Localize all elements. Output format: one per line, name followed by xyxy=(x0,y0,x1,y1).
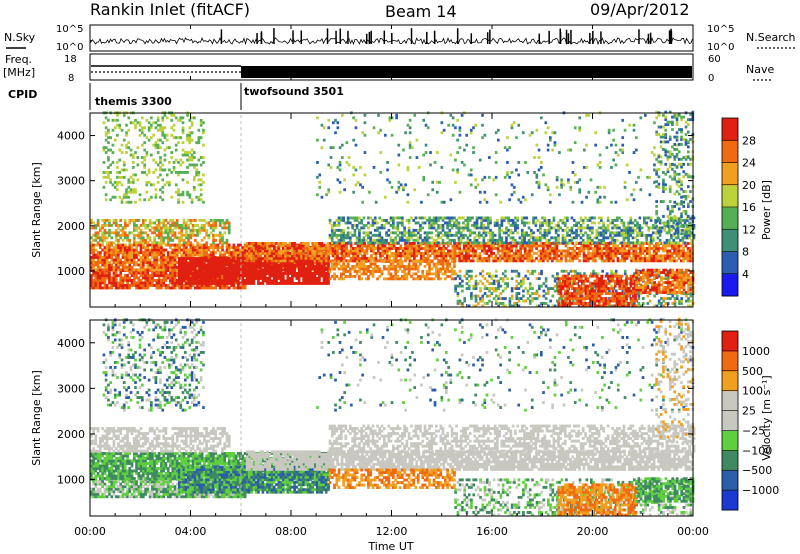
cpid-row: CPID themis 3300 twofsound 3501 xyxy=(8,83,344,110)
velocity-colorbar: 1000 500 100 25 −25 −100 −500 −1000 xyxy=(721,330,779,511)
colorbar-swatch xyxy=(722,251,738,275)
date-label: 09/Apr/2012 xyxy=(590,0,690,19)
y-tick-label: 4000 xyxy=(57,130,85,143)
colorbar-swatch xyxy=(722,331,738,352)
freq-tick-bottom: 8 xyxy=(68,73,74,84)
colorbar-swatch xyxy=(722,162,738,186)
colorbar-swatch xyxy=(722,390,738,412)
colorbar-swatch xyxy=(722,410,738,431)
colorbar-swatch xyxy=(722,118,738,141)
colorbar-tick-label: 12 xyxy=(742,223,756,236)
power-heatmap xyxy=(90,110,696,308)
y-tick-label: 2000 xyxy=(57,428,85,441)
colorbar-tick-label: 4 xyxy=(742,268,749,281)
cpid-mode-1: themis 3300 xyxy=(95,95,172,108)
y-tick-label: 1000 xyxy=(57,474,85,487)
freq-panel: Freq. [MHz] 18 8 60 0 Nave xyxy=(3,53,774,84)
colorbar-swatch xyxy=(722,207,738,230)
power-y-label: Slant Range [km] xyxy=(30,162,43,258)
nave-label: Nave xyxy=(746,63,774,76)
cpid-label: CPID xyxy=(8,88,37,101)
y-tick-label: 2000 xyxy=(57,220,85,233)
colorbar-swatch xyxy=(722,184,738,208)
colorbar-tick-label: 20 xyxy=(742,179,756,192)
power-colorbar-label: Power [dB] xyxy=(760,180,773,240)
colorbar-swatch xyxy=(722,430,738,451)
x-tick-label: 16:00 xyxy=(476,525,508,538)
nsky-tick-bottom: 10^0 xyxy=(56,42,83,53)
colorbar-tick-label: 24 xyxy=(742,157,756,170)
nsky-panel: N.Sky 10^5 10^0 10^5 10^0 N.Search xyxy=(4,24,797,53)
x-axis-label: Time UT xyxy=(367,540,413,553)
colorbar-swatch xyxy=(722,273,738,297)
colorbar-swatch xyxy=(722,350,738,372)
colorbar-swatch xyxy=(722,450,738,471)
colorbar-tick-label: 1000 xyxy=(742,345,770,358)
velocity-colorbar-label: Velocity [m s⁻¹] xyxy=(760,375,773,460)
y-tick-label: 4000 xyxy=(57,337,85,350)
freq-label: Freq. xyxy=(5,53,32,66)
freq-unit-label: [MHz] xyxy=(3,66,35,79)
velocity-y-axis: 1000 2000 3000 4000 xyxy=(57,337,693,487)
power-colorbar: 4 8 12 16 20 24 28 xyxy=(721,117,756,297)
y-tick-label: 3000 xyxy=(57,382,85,395)
x-tick-label: 20:00 xyxy=(577,525,609,538)
power-panel: 1000 2000 3000 4000 Slant Range [km] 4 8 12 16… xyxy=(30,110,773,308)
power-y-axis: 1000 2000 3000 4000 xyxy=(57,130,693,278)
nave-tick-top: 60 xyxy=(708,54,721,65)
x-tick-label: 00:00 xyxy=(677,525,709,538)
colorbar-tick-label: 25 xyxy=(742,405,756,418)
x-tick-label: 00:00 xyxy=(74,525,106,538)
time-x-axis: 00:00 04:00 08:00 12:00 16:00 20:00 00:00 xyxy=(74,25,709,538)
colorbar-tick-label: 100 xyxy=(742,385,763,398)
colorbar-swatch xyxy=(722,370,738,392)
colorbar-tick-label: −25 xyxy=(742,424,765,437)
colorbar-tick-label: −500 xyxy=(742,464,772,477)
colorbar-tick-label: 8 xyxy=(742,246,749,259)
nsearch-tick-top: 10^5 xyxy=(707,24,734,35)
cpid-mode-2: twofsound 3501 xyxy=(244,85,344,98)
nsky-trace xyxy=(90,28,693,46)
colorbar-tick-label: 16 xyxy=(742,201,756,214)
colorbar-tick-label: 28 xyxy=(742,134,756,147)
freq-tick-top: 18 xyxy=(64,54,77,65)
nave-tick-bottom: 0 xyxy=(708,73,714,84)
colorbar-swatch xyxy=(722,229,738,252)
station-title: Rankin Inlet (fitACF) xyxy=(90,0,250,19)
y-tick-label: 1000 xyxy=(57,265,85,278)
y-tick-label: 3000 xyxy=(57,175,85,188)
beam-label: Beam 14 xyxy=(385,2,457,21)
colorbar-tick-label: −100 xyxy=(742,444,772,457)
colorbar-swatch xyxy=(722,490,738,511)
x-tick-label: 04:00 xyxy=(175,525,207,538)
nsearch-label: N.Search xyxy=(746,31,796,44)
colorbar-tick-label: 500 xyxy=(742,365,763,378)
nave-trace xyxy=(241,66,692,78)
velocity-y-label: Slant Range [km] xyxy=(30,370,43,466)
velocity-heatmap xyxy=(90,317,696,517)
colorbar-swatch xyxy=(722,140,738,163)
colorbar-swatch xyxy=(722,470,738,491)
nsky-tick-top: 10^5 xyxy=(56,24,83,35)
nsky-label: N.Sky xyxy=(4,31,36,44)
x-tick-label: 12:00 xyxy=(376,525,408,538)
colorbar-tick-label: −1000 xyxy=(742,484,779,497)
nsearch-tick-bottom: 10^0 xyxy=(707,42,734,53)
x-tick-label: 08:00 xyxy=(275,525,307,538)
